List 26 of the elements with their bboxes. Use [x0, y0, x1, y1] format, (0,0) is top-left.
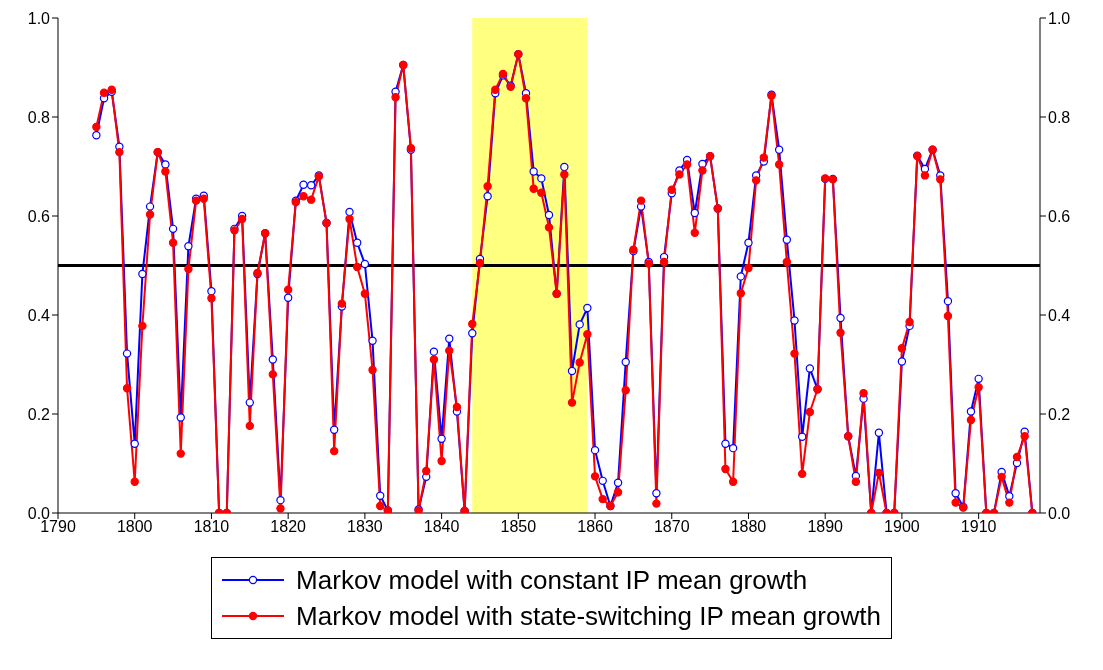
y-tick-label: 1.0 [27, 9, 51, 27]
y2-tick-label: 0.4 [1048, 306, 1071, 324]
y2-tick-label: 0.6 [1048, 207, 1071, 225]
y2-tick-label: 1.0 [1048, 9, 1071, 27]
x-tick-label: 1810 [193, 518, 230, 536]
x-tick-label: 1830 [347, 518, 383, 536]
legend-label: Markov model with constant IP mean growth [296, 564, 808, 596]
x-tick-label: 1860 [577, 518, 613, 536]
x-tick-label: 1820 [270, 518, 307, 536]
x-tick-label: 1840 [423, 518, 460, 536]
y2-tick-label: 0.8 [1048, 108, 1071, 126]
y-tick-label: 0.8 [27, 108, 51, 126]
y-tick-label: 0.2 [27, 405, 51, 423]
x-tick-label: 1850 [500, 518, 537, 536]
x-tick-label: 1790 [40, 518, 76, 536]
y-tick-label: 0.6 [27, 207, 51, 225]
x-tick-label: 1870 [653, 518, 690, 536]
y2-tick-label: 0.2 [1048, 405, 1071, 423]
y2-tick-label: 0.0 [1048, 504, 1071, 522]
x-tick-label: 1910 [960, 518, 997, 536]
x-tick-label: 1890 [807, 518, 844, 536]
legend-label: Markov model with state-switching IP mean growth [296, 600, 881, 632]
x-tick-label: 1800 [116, 518, 153, 536]
x-tick-label: 1900 [884, 518, 920, 536]
y-tick-label: 0.4 [27, 306, 51, 324]
x-tick-label: 1880 [730, 518, 767, 536]
